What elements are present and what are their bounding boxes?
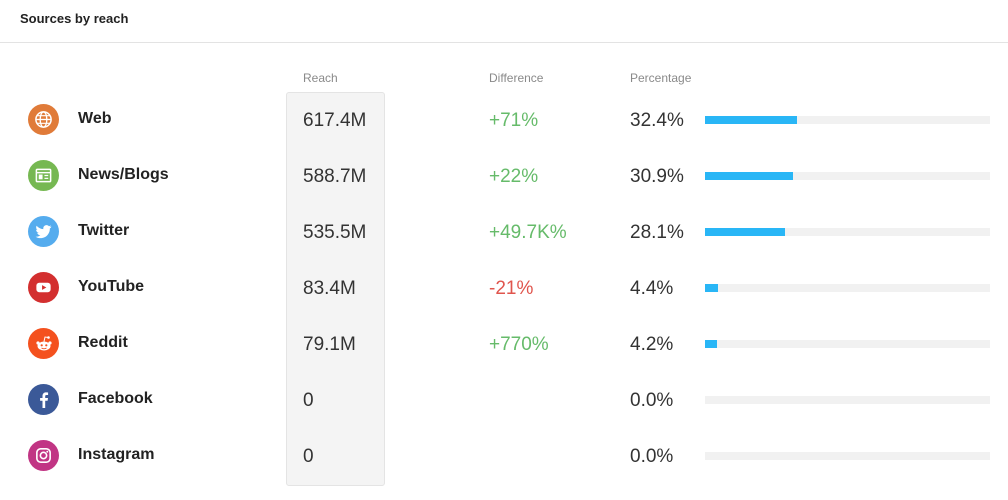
percentage-bar: [705, 172, 990, 180]
percentage-bar: [705, 452, 990, 460]
source-name: Twitter: [78, 222, 130, 239]
source-row-web[interactable]: Web 617.4M +71% 32.4%: [0, 92, 1008, 148]
percentage-bar: [705, 228, 990, 236]
youtube-icon: [28, 272, 59, 303]
card-header: Sources by reach: [0, 0, 1008, 43]
reach-value: 0: [303, 446, 314, 467]
twitter-icon: [28, 216, 59, 247]
source-row-youtube[interactable]: YouTube 83.4M -21% 4.4%: [0, 260, 1008, 316]
percentage-value: 0.0%: [630, 446, 674, 467]
column-header-difference: Difference: [489, 71, 544, 85]
news-icon: [28, 160, 59, 191]
percentage-bar: [705, 116, 990, 124]
difference-value: +71%: [489, 110, 539, 131]
percentage-bar-fill: [705, 284, 718, 292]
source-name: YouTube: [78, 278, 145, 295]
percentage-bar-fill: [705, 340, 717, 348]
reach-value: 83.4M: [303, 278, 356, 299]
source-row-facebook[interactable]: Facebook 0 0.0%: [0, 372, 1008, 428]
reach-column-highlight: [286, 92, 385, 486]
column-header-reach: Reach: [303, 71, 338, 85]
reach-value: 79.1M: [303, 334, 356, 355]
percentage-bar-fill: [705, 172, 794, 180]
percentage-value: 4.4%: [630, 278, 674, 299]
source-row-news-blogs[interactable]: News/Blogs 588.7M +22% 30.9%: [0, 148, 1008, 204]
percentage-bar: [705, 396, 990, 404]
percentage-value: 4.2%: [630, 334, 674, 355]
percentage-value: 28.1%: [630, 222, 684, 243]
difference-value: +22%: [489, 166, 539, 187]
difference-value: -21%: [489, 278, 534, 299]
reach-value: 0: [303, 390, 314, 411]
facebook-icon: [28, 384, 59, 415]
card-title: Sources by reach: [20, 11, 129, 26]
percentage-bar-fill: [705, 116, 798, 124]
percentage-value: 0.0%: [630, 390, 674, 411]
percentage-value: 30.9%: [630, 166, 684, 187]
percentage-bar: [705, 284, 990, 292]
source-row-instagram[interactable]: Instagram 0 0.0%: [0, 428, 1008, 484]
percentage-bar-fill: [705, 228, 786, 236]
reach-value: 617.4M: [303, 110, 367, 131]
source-name: News/Blogs: [78, 166, 169, 183]
source-name: Facebook: [78, 390, 153, 407]
source-name: Instagram: [78, 446, 155, 463]
reach-value: 588.7M: [303, 166, 367, 187]
percentage-bar: [705, 340, 990, 348]
source-row-twitter[interactable]: Twitter 535.5M +49.7K% 28.1%: [0, 204, 1008, 260]
reddit-icon: [28, 328, 59, 359]
instagram-icon: [28, 440, 59, 471]
source-row-reddit[interactable]: Reddit 79.1M +770% 4.2%: [0, 316, 1008, 372]
source-name: Reddit: [78, 334, 128, 351]
source-name: Web: [78, 110, 112, 127]
percentage-value: 32.4%: [630, 110, 684, 131]
globe-icon: [28, 104, 59, 135]
difference-value: +49.7K%: [489, 222, 567, 243]
column-header-percentage: Percentage: [630, 71, 692, 85]
reach-value: 535.5M: [303, 222, 367, 243]
difference-value: +770%: [489, 334, 549, 355]
